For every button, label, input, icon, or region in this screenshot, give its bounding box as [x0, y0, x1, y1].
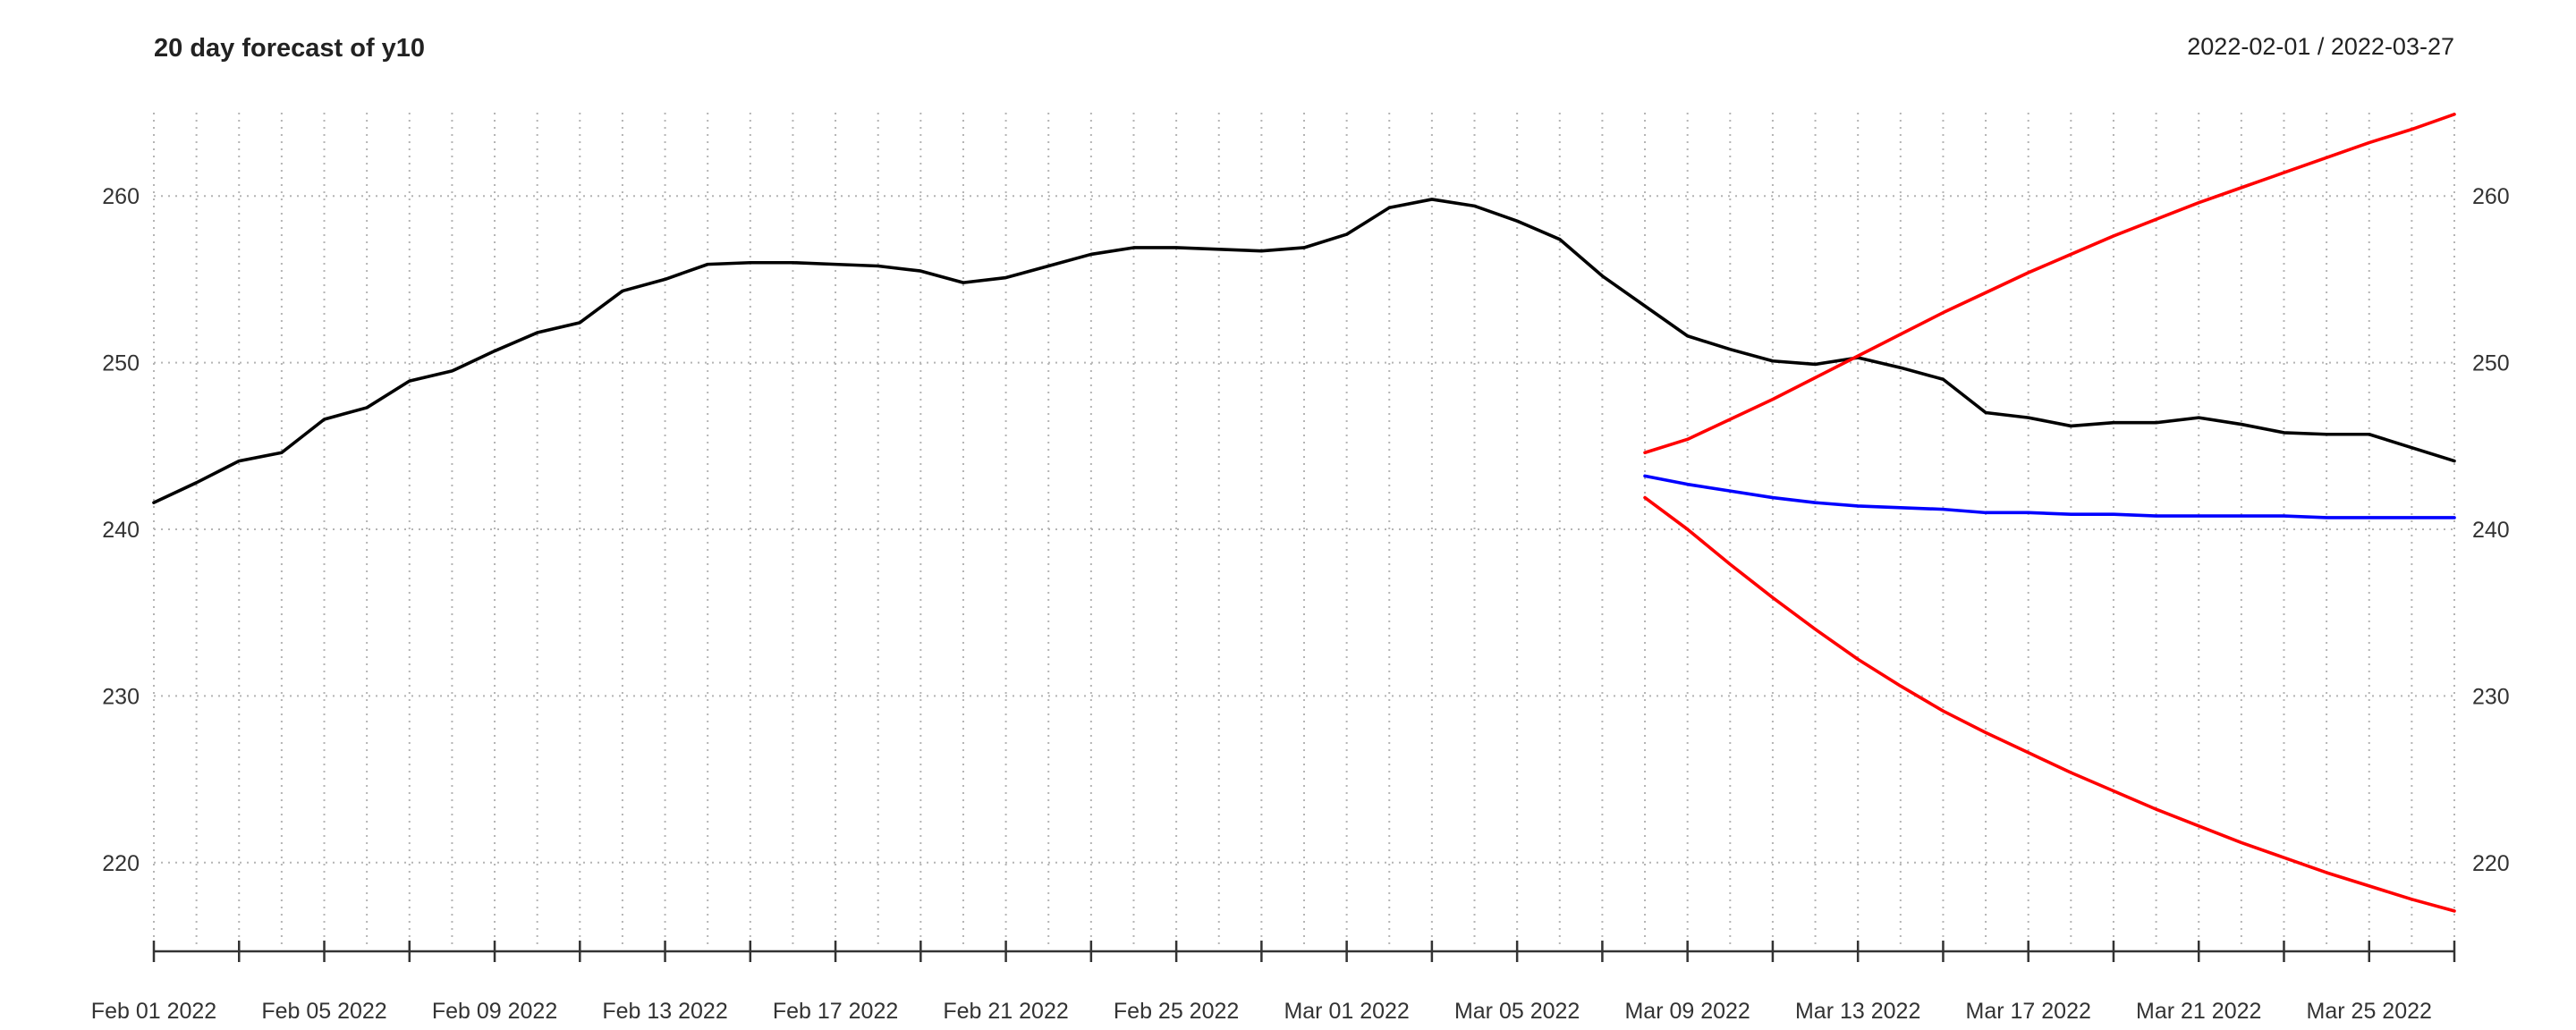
x-tick-label: Mar 13 2022	[1795, 999, 1920, 1024]
grid	[153, 113, 2455, 946]
x-tick-label: Feb 09 2022	[432, 999, 557, 1024]
x-tick-label: Feb 21 2022	[943, 999, 1068, 1024]
x-tick-label: Mar 21 2022	[2136, 999, 2261, 1024]
y-tick-label-left: 240	[102, 518, 140, 543]
x-tick-label: Feb 05 2022	[261, 999, 386, 1024]
y-tick-label-left: 220	[102, 851, 140, 876]
y-tick-label-right: 260	[2472, 184, 2510, 209]
x-tick-label: Mar 05 2022	[1454, 999, 1580, 1024]
x-tick-label: Feb 17 2022	[773, 999, 898, 1024]
observed-series-line	[152, 198, 2456, 504]
axes: Feb 01 2022 Feb 05 2022 Feb 09 2022 Feb 13 …	[91, 184, 2510, 1024]
series-lines	[152, 113, 2456, 913]
y-tick-label-right: 230	[2472, 684, 2510, 709]
y-tick-label-right: 220	[2472, 851, 2510, 876]
y-tick-label-left: 230	[102, 684, 140, 709]
y-tick-label-left: 260	[102, 184, 140, 209]
forecast-mean-line	[1643, 474, 2456, 519]
x-tick-label: Feb 01 2022	[91, 999, 216, 1024]
y-tick-label-right: 250	[2472, 351, 2510, 376]
x-tick-label: Mar 09 2022	[1624, 999, 1750, 1024]
y-tick-label-right: 240	[2472, 518, 2510, 543]
upper-bound-line	[1643, 113, 2456, 455]
y-tick-label-left: 250	[102, 351, 140, 376]
x-tick-label: Mar 25 2022	[2307, 999, 2432, 1024]
lower-bound-line	[1643, 495, 2456, 913]
chart-title: 20 day forecast of y10	[154, 34, 425, 63]
x-tick-label: Mar 01 2022	[1284, 999, 1409, 1024]
x-tick-label: Mar 17 2022	[1966, 999, 2091, 1024]
x-tick-label: Feb 13 2022	[602, 999, 727, 1024]
chart-date-range: 2022-02-01 / 2022-03-27	[2187, 33, 2454, 60]
x-tick-label: Feb 25 2022	[1114, 999, 1239, 1024]
